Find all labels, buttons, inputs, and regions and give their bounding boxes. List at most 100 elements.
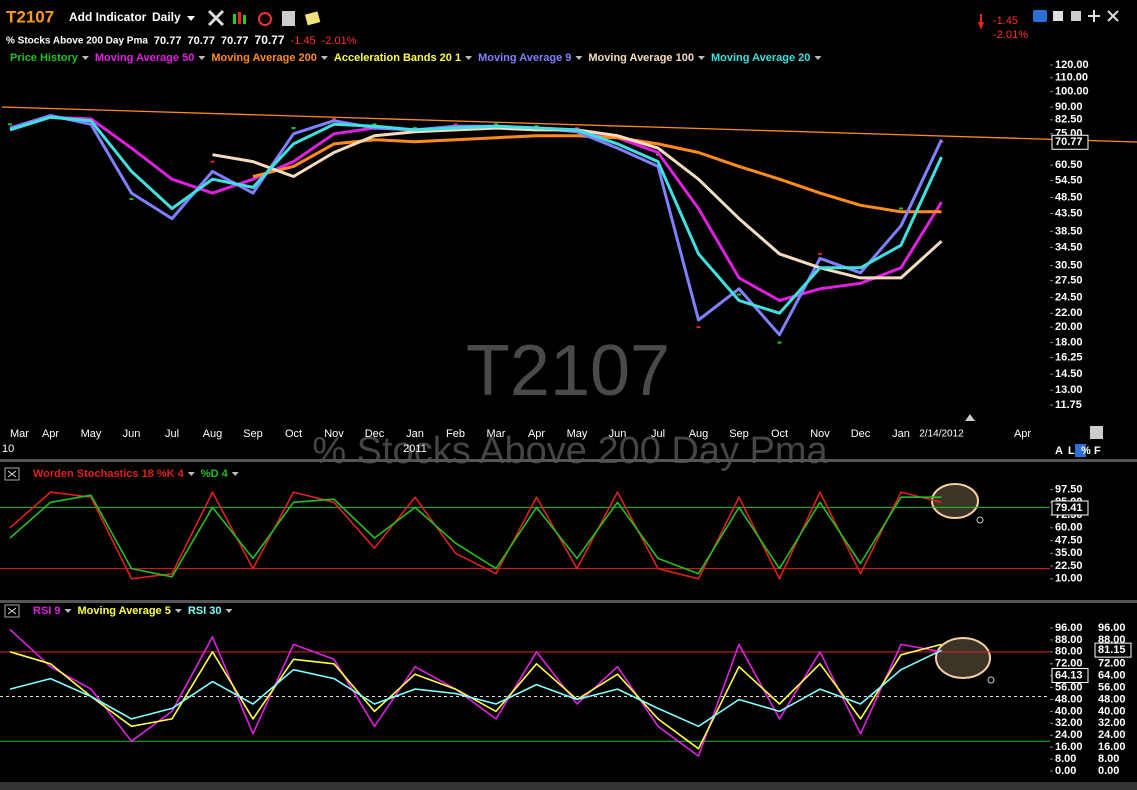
price-bar <box>8 123 12 126</box>
value-marker <box>1051 667 1089 683</box>
dropdown[interactable] <box>465 56 473 60</box>
legend-entry[interactable]: Moving Average 100 <box>588 52 694 64</box>
scrollbar[interactable] <box>0 782 1137 790</box>
legend-entry[interactable]: Worden Stochastics 18 %K 4 <box>33 468 185 480</box>
x-tick-label: Mar <box>10 428 29 440</box>
y-tick-label: 120.00 <box>1055 59 1089 71</box>
price-bar <box>413 127 417 130</box>
x-tick-label: Mar <box>487 428 506 440</box>
dropdown[interactable] <box>320 56 328 60</box>
y-tick-label: 48.50 <box>1055 191 1083 203</box>
y-tick-label: 14.50 <box>1055 368 1083 380</box>
legend-entry[interactable]: Moving Average 5 <box>78 605 171 617</box>
price-bar <box>494 123 498 126</box>
close-x[interactable] <box>7 470 17 478</box>
y-tick-label: 35.00 <box>1055 547 1083 559</box>
change: -1.45 <box>993 15 1018 27</box>
price-bar <box>534 125 539 128</box>
price-bar <box>453 123 458 126</box>
y-tick-label: 27.50 <box>1055 274 1083 286</box>
x-tick-label: Apr <box>528 428 545 440</box>
symbol[interactable]: T2107 <box>6 7 54 26</box>
value-marker-label: 79.41 <box>1055 502 1083 514</box>
y-tick-label: 13.00 <box>1055 384 1083 396</box>
legend-entry[interactable]: Moving Average 50 <box>95 52 194 64</box>
x-tick-label: Sep <box>243 428 263 440</box>
price-bar <box>575 127 579 130</box>
price-bar <box>291 127 296 130</box>
y-tick-label: 16.00 <box>1098 741 1126 753</box>
y-tick-label: 22.00 <box>1055 307 1083 319</box>
close-panel[interactable] <box>4 467 20 481</box>
dropdown[interactable] <box>174 609 182 613</box>
price-bar <box>696 326 701 329</box>
y-tick-label: 110.00 <box>1055 72 1088 84</box>
x-tick-label: 2/14/2012 <box>919 429 964 440</box>
value-marker <box>1094 642 1132 658</box>
legend-entry[interactable]: Moving Average 200 <box>211 52 317 64</box>
y-tick-label: 0.00 <box>1055 765 1076 777</box>
draw-tool[interactable] <box>1090 426 1103 439</box>
y-tick-label: 38.50 <box>1055 225 1083 237</box>
dropdown[interactable] <box>231 472 239 476</box>
legend-entry[interactable]: Acceleration Bands 20 1 <box>334 52 461 64</box>
y-tick-label: 16.00 <box>1055 741 1083 753</box>
dropdown[interactable] <box>81 56 89 60</box>
y-tick-label: 22.50 <box>1055 560 1083 572</box>
value-marker-label: 70.77 <box>1055 136 1083 148</box>
y-tick-label: 64.00 <box>1098 670 1126 682</box>
scale-button[interactable]: A <box>1055 445 1063 457</box>
y-tick-label: 96.00 <box>1098 622 1126 634</box>
legend-entry[interactable]: %D 4 <box>201 468 229 480</box>
x-tick-label: Dec <box>851 428 871 440</box>
dropdown[interactable] <box>198 56 206 60</box>
dropdown[interactable] <box>697 56 705 60</box>
separator <box>0 459 1137 462</box>
value-marker-label: 81.15 <box>1098 644 1126 656</box>
x-tick-label: Jan <box>406 428 424 440</box>
y-tick-label: 43.50 <box>1055 207 1083 219</box>
period-dropdown[interactable] <box>187 16 195 21</box>
y-tick-label: 60.50 <box>1055 159 1083 171</box>
dropdown[interactable] <box>575 56 583 60</box>
close-x[interactable] <box>7 607 17 615</box>
legend-entry[interactable]: RSI 9 <box>33 605 61 617</box>
quote-change-pct: -2.01% <box>322 35 357 47</box>
y-tick-label: 88.00 <box>1055 634 1083 646</box>
add-indicator[interactable]: Add Indicator <box>69 10 147 24</box>
period[interactable]: Daily <box>152 10 181 24</box>
y-tick-label: 100.00 <box>1055 86 1089 98</box>
scale-button[interactable]: F <box>1094 445 1101 457</box>
scale-button[interactable]: L <box>1068 445 1075 457</box>
legend-entry[interactable]: RSI 30 <box>188 605 222 617</box>
toolbar-icons[interactable] <box>207 9 321 27</box>
y-tick-label: 34.50 <box>1055 241 1083 253</box>
change-pct: -2.01% <box>993 29 1028 41</box>
y-tick-label: 56.00 <box>1055 681 1083 693</box>
x-tick-label: Apr <box>1014 428 1031 440</box>
y-tick-label: 60.00 <box>1055 522 1083 534</box>
close-panel[interactable] <box>4 604 20 618</box>
x-tick-label: Jul <box>165 428 179 440</box>
scale-button[interactable]: % <box>1081 445 1091 457</box>
x-tick-label: Oct <box>285 428 302 440</box>
window-controls[interactable] <box>1033 10 1119 22</box>
y-tick-label: 40.00 <box>1098 705 1126 717</box>
down-arrow <box>978 22 984 30</box>
dropdown[interactable] <box>64 609 72 613</box>
dropdown[interactable] <box>814 56 822 60</box>
y-tick-label: 82.50 <box>1055 114 1083 126</box>
legend-entry[interactable]: Moving Average 20 <box>711 52 810 64</box>
x-tick-label: Jul <box>651 428 665 440</box>
dropdown[interactable] <box>225 609 233 613</box>
x-tick-label: Aug <box>203 428 223 440</box>
legend-entry[interactable]: Moving Average 9 <box>478 52 571 64</box>
x-tick-label: Aug <box>689 428 709 440</box>
dropdown[interactable] <box>187 472 195 476</box>
x-tick-label: Jan <box>892 428 910 440</box>
price-bar <box>210 160 215 163</box>
legend-entry[interactable]: Price History <box>10 52 79 64</box>
scroll-marker[interactable] <box>965 414 975 421</box>
y-tick-label: 72.00 <box>1098 658 1126 670</box>
